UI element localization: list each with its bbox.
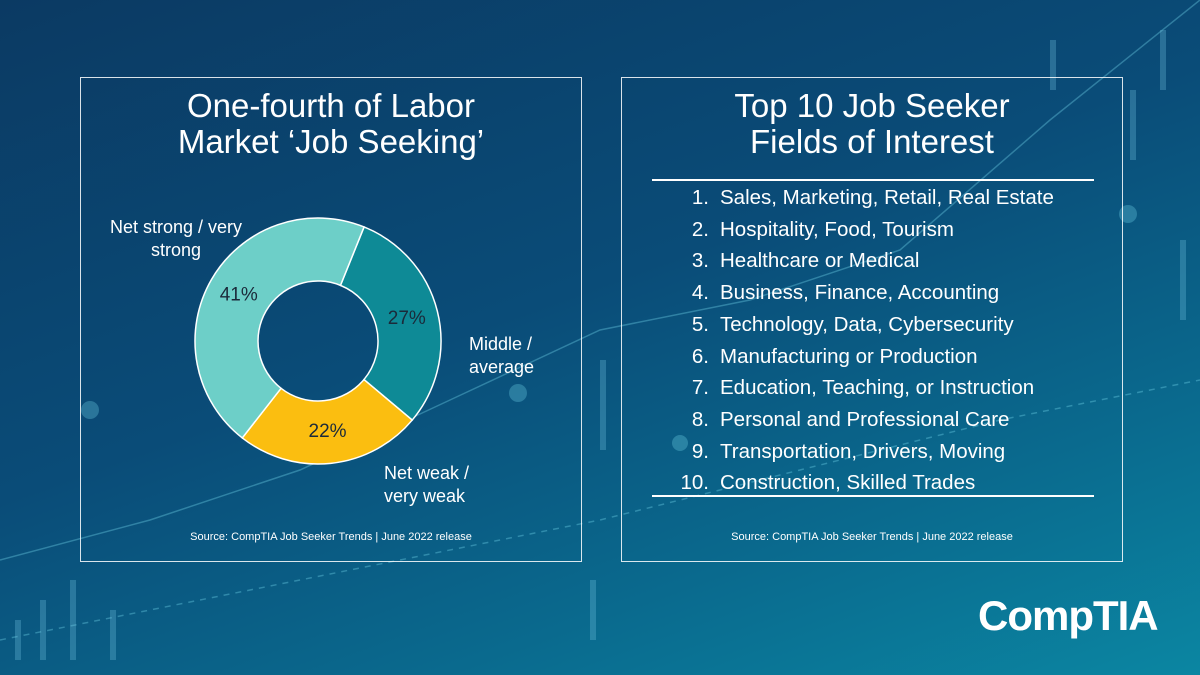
item-text: Sales, Marketing, Retail, Real Estate: [720, 186, 1054, 209]
slice: [339, 225, 442, 422]
list-title: Top 10 Job Seeker Fields of Interest: [734, 87, 1010, 160]
rule: [652, 179, 1094, 181]
list-item: 2. Hospitality, Food, Tourism: [652, 216, 1094, 244]
value-label: 22%: [309, 421, 347, 442]
item-text: Healthcare or Medical: [720, 249, 920, 273]
item-number: 3.: [691, 249, 709, 273]
source: Source: CompTIA Job Seeker Trends | June…: [731, 531, 1013, 543]
item-number: 10.: [680, 471, 710, 495]
category-label: Net weak / very weak: [384, 463, 470, 506]
logo: CompTIA: [978, 592, 1159, 639]
item-number: 6.: [691, 344, 709, 368]
donut-chart: 27% 22% 41%: [194, 217, 442, 465]
item-text: Business, Finance, Accounting: [720, 281, 1000, 305]
item-text: Personal and Professional Care: [720, 407, 1010, 431]
item-text: Construction, Skilled Trades: [720, 471, 976, 495]
list-item: 8. Personal and Professional Care: [652, 406, 1094, 434]
category-label: Net strong / very strong: [109, 217, 243, 260]
item-text: Manufacturing or Production: [720, 344, 978, 368]
rule: [652, 495, 1094, 497]
value-label: 27%: [388, 308, 426, 329]
slice: [194, 217, 366, 439]
list-item: 6. Manufacturing or Production: [652, 343, 1094, 371]
list-item: 9. Transportation, Drivers, Moving: [652, 438, 1094, 466]
list-item: 5. Technology, Data, Cybersecurity: [652, 311, 1094, 339]
item-number: 1.: [691, 186, 709, 209]
list-item: 4. Business, Finance, Accounting: [652, 279, 1094, 307]
list-item: 3. Healthcare or Medical: [652, 247, 1094, 275]
slice: [241, 378, 414, 465]
item-number: 4.: [691, 281, 709, 305]
item-text: Hospitality, Food, Tourism: [720, 217, 954, 241]
value-label: 41%: [220, 284, 258, 305]
list-item: 7. Education, Teaching, or Instruction: [652, 374, 1094, 402]
item-number: 8.: [691, 407, 709, 431]
chart-panel: One-fourth of Labor Market ‘Job Seeking’…: [80, 77, 582, 562]
category-label: Middle / average: [469, 334, 535, 377]
list-item: 1. Sales, Marketing, Retail, Real Estate: [652, 184, 1094, 212]
item-text: Technology, Data, Cybersecurity: [720, 312, 1014, 336]
chart-title: One-fourth of Labor Market ‘Job Seeking’: [177, 87, 485, 160]
item-number: 7.: [691, 376, 709, 400]
source: Source: CompTIA Job Seeker Trends | June…: [190, 531, 472, 543]
list-panel: Top 10 Job Seeker Fields of Interest 1. S…: [621, 77, 1123, 562]
item-number: 2.: [691, 217, 709, 241]
item-number: 5.: [691, 312, 709, 336]
item-number: 9.: [691, 439, 709, 463]
item-text: Education, Teaching, or Instruction: [720, 376, 1035, 400]
list-item: 10. Construction, Skilled Trades: [652, 469, 1094, 497]
item-text: Transportation, Drivers, Moving: [720, 439, 1006, 463]
